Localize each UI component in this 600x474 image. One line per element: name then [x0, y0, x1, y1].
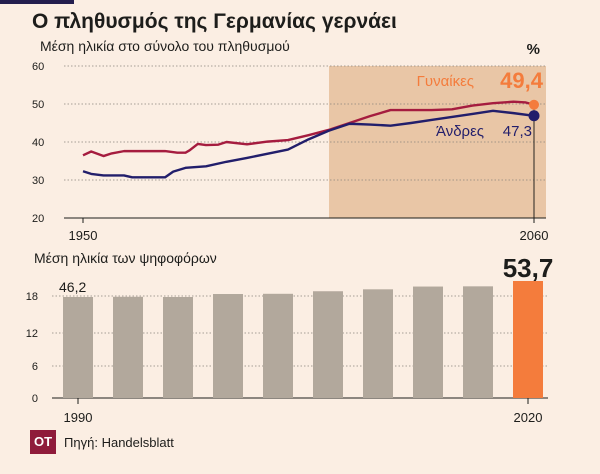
men-end-marker [528, 110, 540, 122]
top-accent-rule [0, 0, 74, 4]
y-tick-label: 20 [32, 213, 44, 225]
men-series-line [82, 109, 535, 179]
y-tick-label: 6 [32, 361, 38, 373]
women-legend-label: Γυναίκες [417, 73, 474, 90]
bar [413, 286, 443, 398]
line-chart-subtitle: Μέση ηλικία στο σύνολο του πληθυσμού [40, 38, 290, 54]
x-tick-label: 1990 [64, 410, 93, 425]
ot-logo: OT [30, 430, 56, 454]
men-end-value: 47,3 [503, 123, 532, 140]
bar [313, 291, 343, 398]
women-end-marker [529, 99, 539, 110]
y-tick-label: 18 [26, 291, 38, 303]
chart-title: Ο πληθυσμός της Γερμανίας γερνάει [32, 10, 397, 33]
bar [463, 286, 493, 398]
y-tick-label: 0 [32, 393, 38, 405]
women-end-value: 49,4 [500, 68, 544, 93]
y-tick-label: 60 [32, 61, 44, 73]
x-tick-label: 2020 [514, 410, 543, 425]
y-tick-label: 12 [26, 328, 38, 340]
x-tick-label: 2060 [520, 228, 549, 243]
men-legend-label: Άνδρες [436, 123, 484, 140]
bar [213, 294, 243, 398]
bar [113, 296, 143, 398]
x-tick-label: 1950 [69, 228, 98, 243]
y-tick-label: 30 [32, 175, 44, 187]
last-bar-label: 53,7 [503, 253, 554, 283]
women-series-line [82, 100, 535, 158]
unit-label: % [527, 41, 540, 58]
bar [63, 297, 93, 398]
first-bar-label: 46,2 [59, 279, 86, 295]
bar [363, 289, 393, 398]
bar-chart-subtitle: Μέση ηλικία των ψηφοφόρων [34, 250, 217, 266]
highlight-bar [513, 281, 543, 398]
bar [163, 297, 193, 398]
y-tick-label: 50 [32, 99, 44, 111]
y-tick-label: 40 [32, 137, 44, 149]
source-note: Πηγή: Handelsblatt [64, 435, 174, 450]
bar [263, 293, 293, 398]
